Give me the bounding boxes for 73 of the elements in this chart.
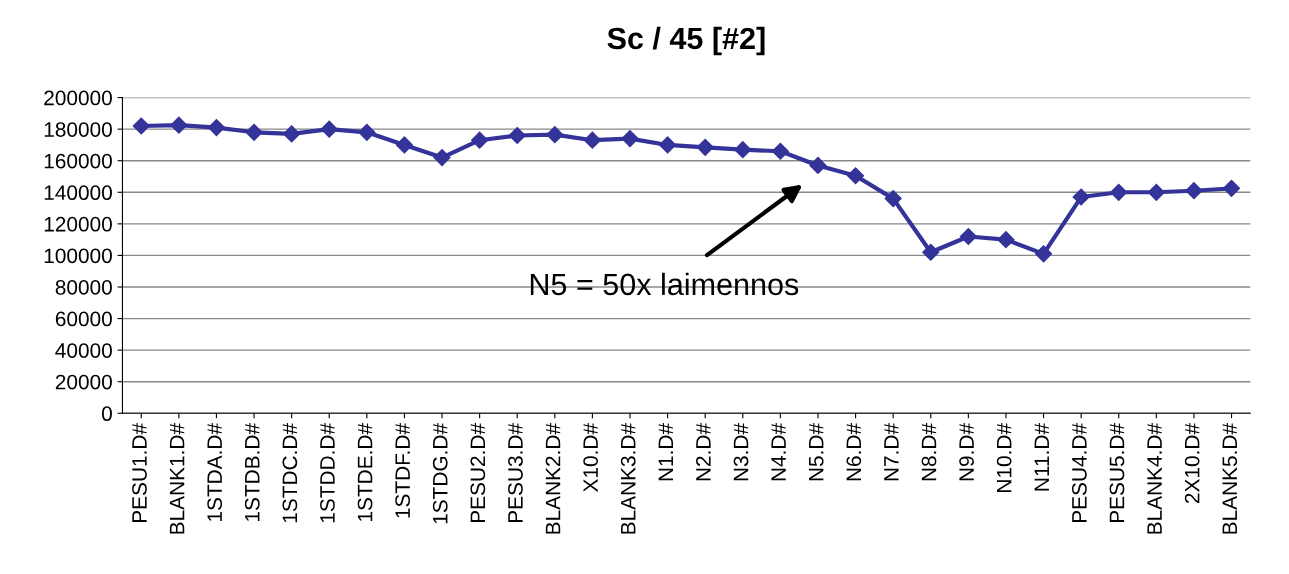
x-tick-label: N4.D# <box>771 423 786 481</box>
x-tick-label: PESU1.D# <box>132 423 147 523</box>
x-tick-label: N3.D# <box>733 423 749 481</box>
y-tick-label: 120000 <box>44 216 112 232</box>
y-tick-label: 160000 <box>44 153 112 169</box>
point <box>922 243 940 261</box>
x-tick-label: BLANK2.D# <box>545 423 561 534</box>
annotation: N5 = 50x laimennos <box>530 272 799 296</box>
x-tick-label: N10.D# <box>996 423 1012 492</box>
point <box>395 136 413 154</box>
point <box>1035 245 1053 263</box>
point <box>734 141 752 159</box>
x-tick-label: BLANK3.D# <box>620 423 636 534</box>
x-tick-label: 1STDG.D# <box>432 423 448 524</box>
point <box>959 227 977 246</box>
x-tick-label: PESU4.D# <box>1071 423 1087 523</box>
x-tick-label: N7.D# <box>884 423 899 481</box>
x-tick-label: 1STDA.D# <box>207 423 223 521</box>
point <box>1110 183 1128 201</box>
point <box>583 131 601 149</box>
point <box>847 167 865 185</box>
x-tick-label: N9.D# <box>959 423 974 481</box>
y-tick-label: 80000 <box>55 280 112 295</box>
x-tick-label: 1STDC.D# <box>282 423 298 523</box>
point <box>696 138 714 156</box>
x-tick-label: BLANK5.D# <box>1222 423 1238 534</box>
y-tick-label: 180000 <box>44 122 112 137</box>
x-tick-label: 1STDD.D# <box>320 423 335 523</box>
point <box>621 130 639 148</box>
x-tick-label: BLANK1.D# <box>169 423 185 534</box>
x-tick-label: X10.D# <box>583 423 598 493</box>
y-tick-label: 0 <box>101 406 112 422</box>
x-tick-label: 1STDF.D# <box>395 423 411 518</box>
point <box>997 231 1015 249</box>
point <box>659 136 677 154</box>
y-tick-label: 60000 <box>55 311 112 327</box>
x-tick-label: PESU2.D# <box>470 423 486 523</box>
y-tick-label: 100000 <box>44 248 112 264</box>
x-tick-label: N8.D# <box>921 423 937 481</box>
point <box>471 131 489 149</box>
point <box>283 125 301 143</box>
point <box>809 156 827 175</box>
point <box>1222 179 1241 197</box>
x-tick-label: N1.D# <box>658 423 673 481</box>
x-tick-label: N6.D# <box>846 423 862 481</box>
x-tick-label: BLANK4.D# <box>1147 423 1162 534</box>
point <box>1185 182 1203 200</box>
x-tick-label: 1STDB.D# <box>244 423 260 521</box>
x-tick-label: N2.D# <box>696 423 711 481</box>
x-tick-label: N5.D# <box>809 423 824 481</box>
point <box>170 116 188 134</box>
y-tick-label: 40000 <box>55 343 112 358</box>
x-tick-label: 2X10.D# <box>1184 423 1200 504</box>
point <box>771 142 789 160</box>
point <box>433 149 451 167</box>
point <box>508 126 526 145</box>
point <box>1072 188 1090 206</box>
point <box>207 119 225 137</box>
y-tick-label: 140000 <box>44 185 112 201</box>
point <box>546 126 564 144</box>
x-tick-label: PESU3.D# <box>508 423 523 523</box>
y-tick-label: 20000 <box>55 374 112 390</box>
point <box>1147 183 1165 201</box>
point <box>884 190 902 208</box>
x-tick-label: N11.D# <box>1034 423 1049 491</box>
x-tick-label: PESU5.D# <box>1109 423 1125 523</box>
point <box>245 123 263 141</box>
point <box>320 120 338 138</box>
y-tick-label: 200000 <box>44 90 112 106</box>
chart-title: Sc / 45 [#2] <box>607 26 765 56</box>
x-tick-label: 1STDE.D# <box>357 423 373 521</box>
point <box>358 123 376 141</box>
point <box>132 117 150 135</box>
